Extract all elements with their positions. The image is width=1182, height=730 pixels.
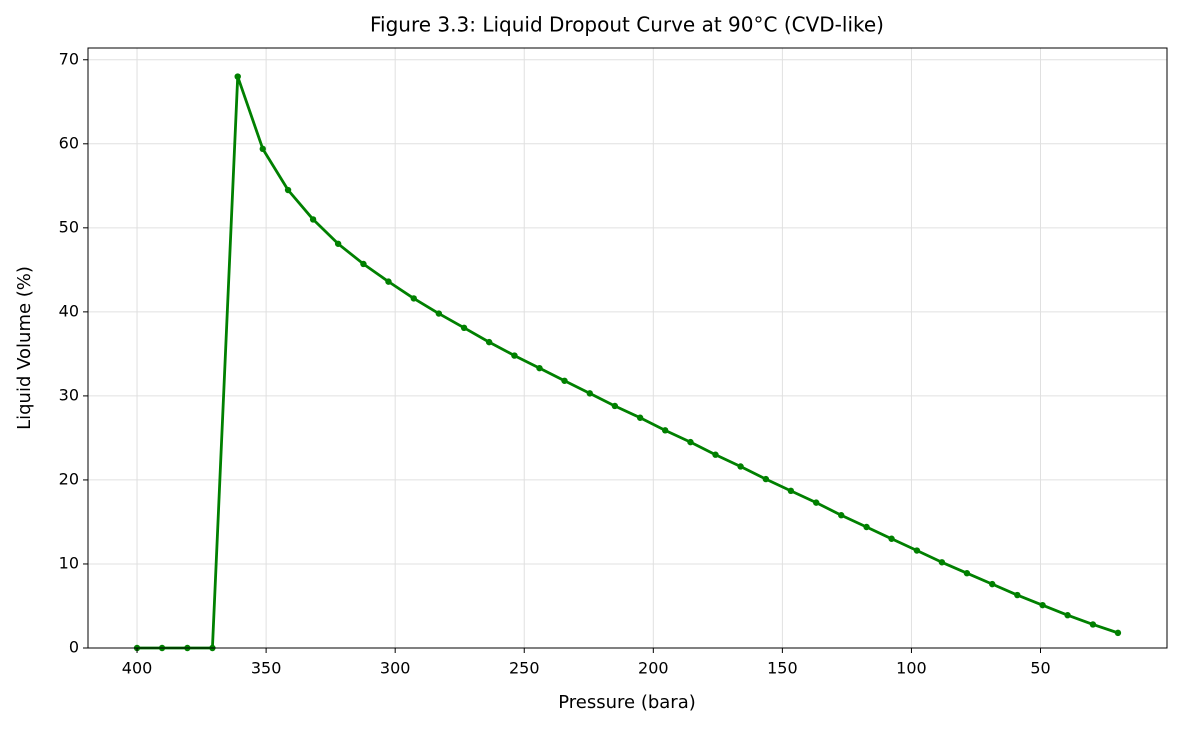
x-tick-label: 250: [509, 659, 540, 678]
y-tick-label: 0: [69, 638, 79, 657]
data-point: [460, 324, 468, 332]
data-point: [1089, 621, 1097, 628]
data-point: [259, 145, 266, 153]
data-point: [838, 512, 845, 519]
data-point: [636, 414, 644, 421]
plot-frame: [87, 47, 1168, 649]
x-tick-label: 350: [251, 659, 282, 678]
data-point: [963, 570, 971, 577]
data-point: [687, 438, 694, 446]
x-tick-label: 100: [896, 659, 927, 678]
data-point: [762, 475, 770, 483]
data-point: [1039, 601, 1046, 609]
data-point: [1064, 612, 1071, 619]
data-point: [360, 260, 367, 268]
y-tick-label: 40: [59, 301, 79, 320]
data-point: [435, 310, 443, 317]
y-tick-label: 50: [59, 217, 79, 236]
chart-title: Figure 3.3: Liquid Dropout Curve at 90°C…: [370, 13, 884, 37]
y-tick-label: 70: [59, 49, 79, 68]
data-point: [561, 377, 568, 384]
data-point: [712, 451, 719, 458]
data-point: [485, 338, 493, 346]
data-point: [1014, 591, 1021, 599]
data-point: [888, 535, 895, 542]
y-tick-label: 10: [59, 553, 79, 572]
data-point: [385, 278, 392, 285]
data-point: [611, 402, 619, 410]
data-point: [737, 463, 744, 470]
data-point: [661, 427, 669, 434]
y-tick-label: 60: [59, 133, 79, 152]
data-point: [787, 487, 795, 495]
data-point: [913, 547, 921, 554]
data-point: [334, 240, 342, 247]
data-point: [511, 352, 518, 359]
x-tick-label: 150: [767, 659, 798, 678]
y-tick-label: 20: [59, 469, 79, 488]
y-tick-label: 30: [59, 385, 79, 404]
data-point: [1114, 629, 1122, 637]
data-point: [536, 364, 543, 372]
data-point: [410, 295, 417, 302]
data-point: [863, 523, 870, 531]
x-tick-label: 400: [122, 659, 153, 678]
data-point: [586, 390, 594, 397]
data-point: [234, 73, 241, 80]
data-point: [938, 559, 946, 566]
data-point: [309, 216, 317, 223]
data-point: [284, 186, 292, 194]
x-tick-label: 50: [1030, 659, 1050, 678]
data-line: [137, 75, 1119, 650]
x-tick-label: 300: [380, 659, 411, 678]
data-point: [989, 580, 996, 588]
data-point: [812, 499, 820, 506]
x-tick-label: 200: [638, 659, 669, 678]
x-axis-label: Pressure (bara): [558, 692, 696, 713]
y-axis-label: Liquid Volume (%): [14, 266, 35, 430]
